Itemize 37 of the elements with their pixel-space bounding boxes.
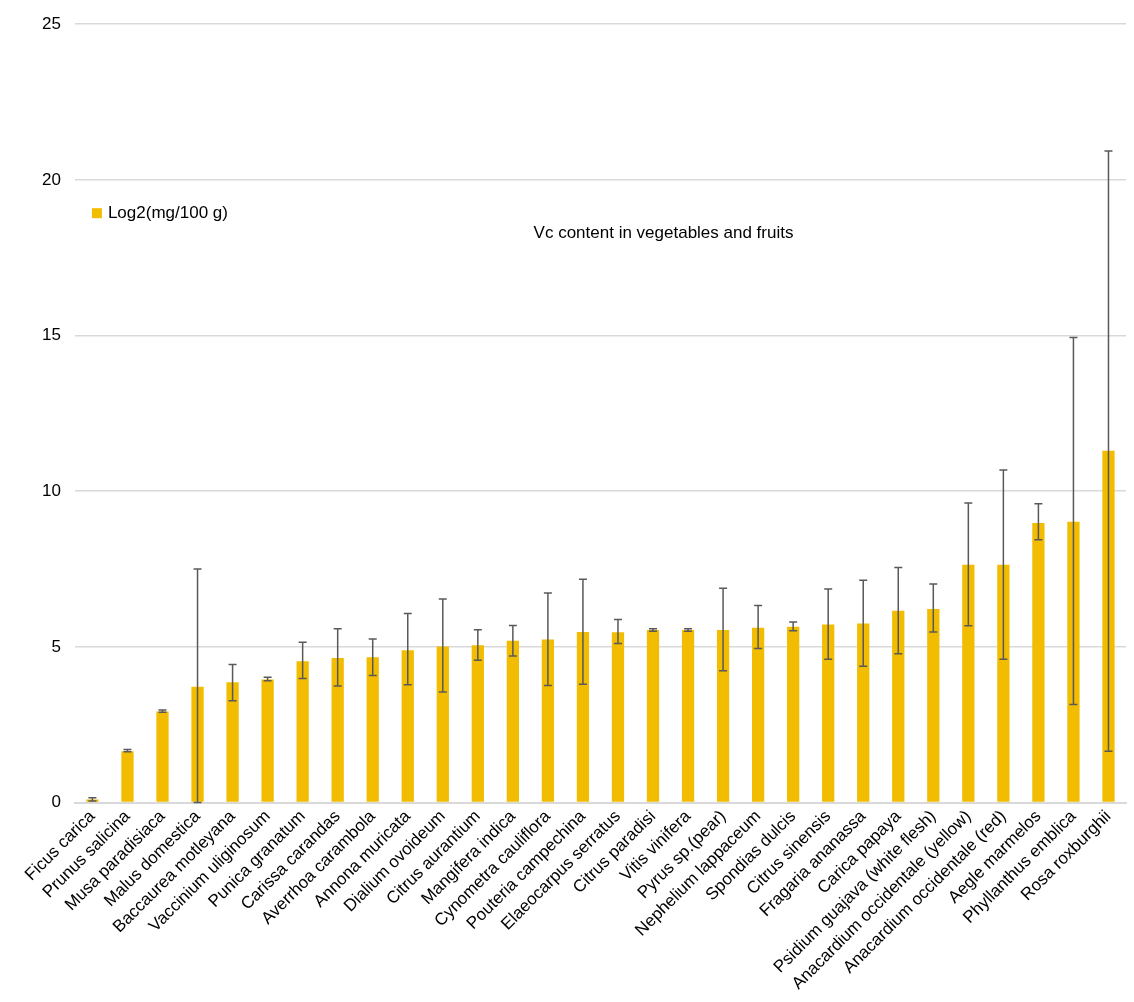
bar bbox=[121, 751, 134, 802]
bar bbox=[191, 686, 204, 802]
bar bbox=[261, 679, 274, 802]
bar bbox=[366, 657, 379, 802]
bar bbox=[681, 630, 695, 802]
bar bbox=[436, 646, 449, 802]
bar bbox=[1032, 522, 1045, 802]
y-tick-label: 25 bbox=[41, 13, 61, 33]
bar bbox=[611, 632, 625, 802]
text: Vc content in vegetables and fruits bbox=[533, 222, 794, 242]
bar bbox=[857, 623, 870, 802]
bar bbox=[927, 608, 940, 802]
y-tick-label: 10 bbox=[41, 480, 61, 500]
y-tick-label: 0 bbox=[51, 792, 61, 812]
bar bbox=[822, 624, 835, 802]
bar bbox=[296, 661, 309, 802]
bar bbox=[156, 711, 169, 802]
bar bbox=[716, 630, 730, 802]
y-tick-label: 5 bbox=[51, 636, 61, 656]
bar bbox=[331, 658, 344, 802]
bar bbox=[576, 631, 590, 802]
bar bbox=[401, 650, 414, 802]
bar bbox=[892, 610, 905, 802]
bar bbox=[471, 645, 484, 802]
bar bbox=[962, 564, 975, 802]
bar bbox=[541, 639, 555, 802]
bar bbox=[646, 630, 660, 802]
y-tick-label: 20 bbox=[41, 169, 61, 189]
legend-label: Log2(mg/100 g) bbox=[107, 202, 228, 222]
bar bbox=[506, 640, 519, 802]
bar bbox=[226, 682, 239, 802]
bar bbox=[1102, 450, 1115, 802]
y-tick-label: 15 bbox=[41, 325, 61, 345]
bar bbox=[787, 626, 800, 802]
bar bbox=[997, 564, 1010, 802]
bar bbox=[751, 627, 765, 802]
bar bbox=[1067, 521, 1080, 802]
